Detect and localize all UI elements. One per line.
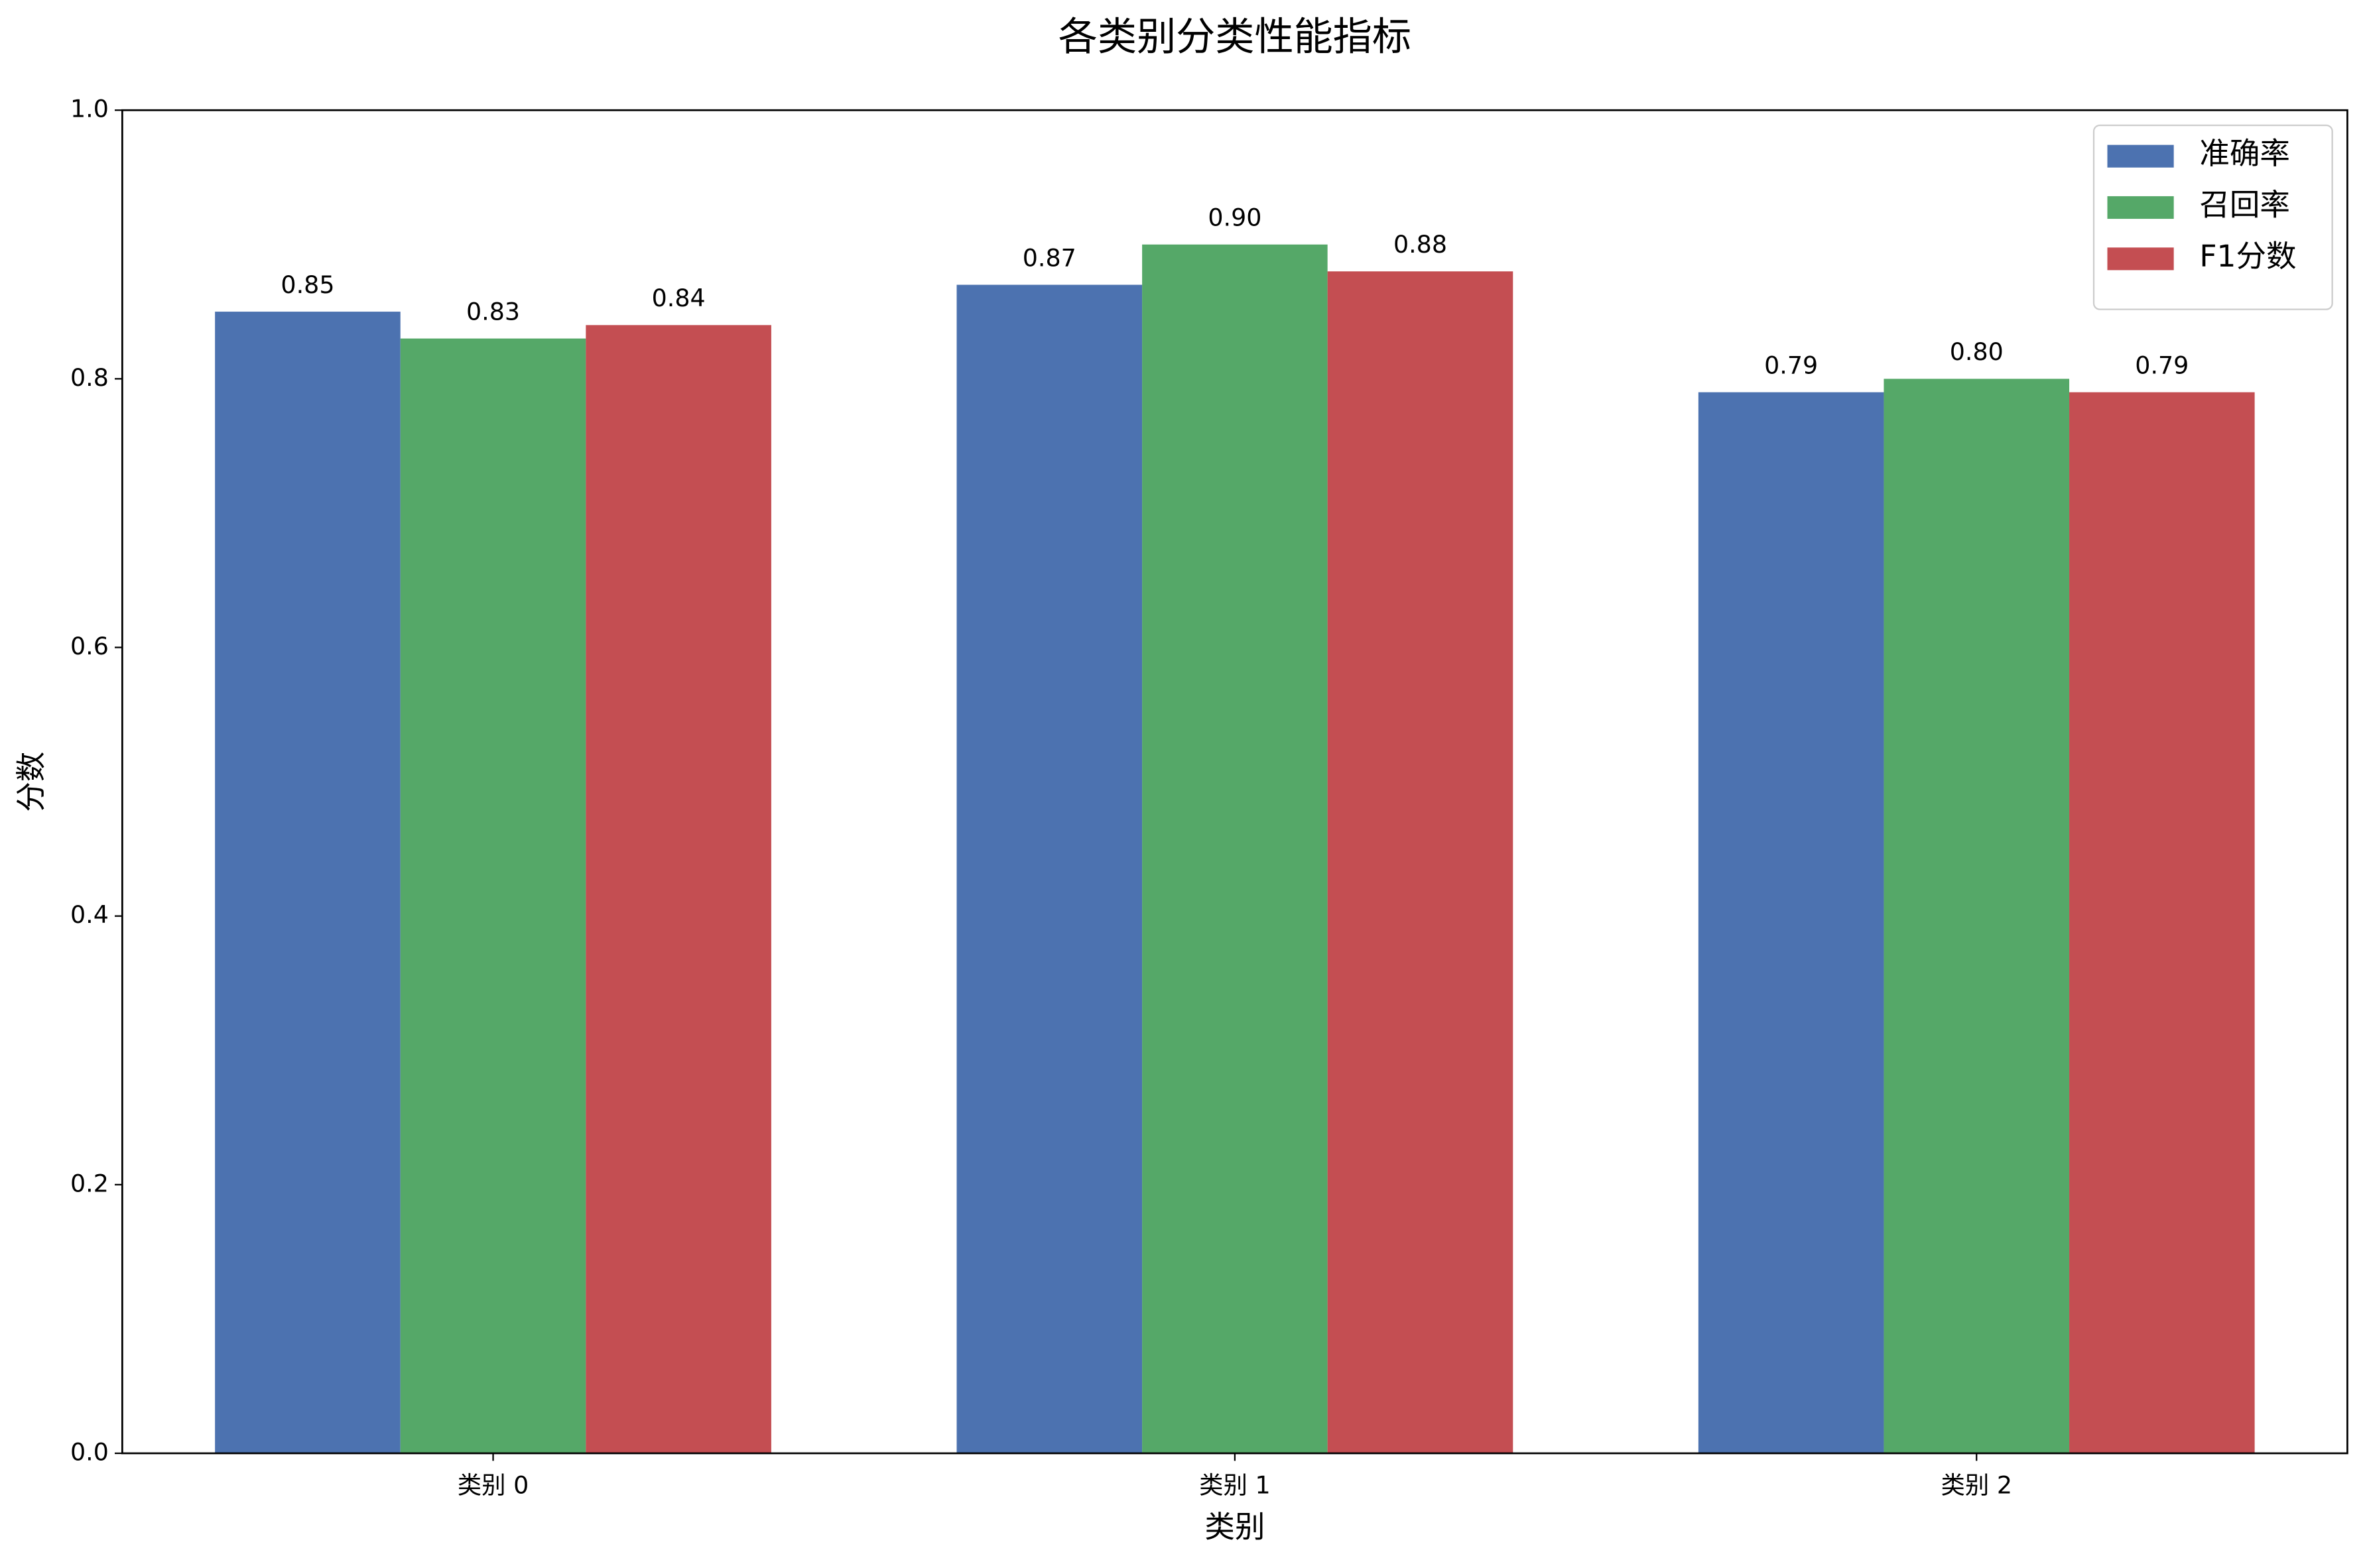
chart-title: 各类别分类性能指标 bbox=[1058, 13, 1411, 59]
bar bbox=[215, 312, 401, 1453]
y-tick-label: 0.2 bbox=[70, 1169, 109, 1197]
legend-label: 召回率 bbox=[2199, 187, 2290, 222]
value-label: 0.90 bbox=[1208, 204, 1261, 232]
bar bbox=[1327, 271, 1513, 1453]
bar bbox=[2069, 392, 2255, 1453]
y-axis-label: 分数 bbox=[14, 752, 49, 812]
y-tick-label: 1.0 bbox=[70, 95, 109, 123]
legend-swatch bbox=[2107, 196, 2174, 219]
bar bbox=[956, 284, 1143, 1453]
bar bbox=[1698, 392, 1884, 1453]
y-tick-label: 0.4 bbox=[70, 900, 109, 929]
bar bbox=[1884, 379, 2070, 1453]
bar bbox=[1142, 244, 1328, 1453]
y-tick-label: 0.6 bbox=[70, 632, 109, 660]
legend-label: 准确率 bbox=[2199, 136, 2290, 171]
legend-swatch bbox=[2107, 247, 2174, 271]
value-label: 0.85 bbox=[281, 271, 334, 299]
value-label: 0.84 bbox=[652, 284, 706, 312]
y-tick-label: 0.8 bbox=[70, 363, 109, 392]
legend-swatch bbox=[2107, 145, 2174, 168]
x-tick-label: 类别 2 bbox=[1941, 1471, 2012, 1500]
x-tick-label: 类别 1 bbox=[1199, 1471, 1271, 1500]
x-tick-label: 类别 0 bbox=[458, 1471, 529, 1500]
y-tick-label: 0.0 bbox=[70, 1437, 109, 1466]
value-label: 0.83 bbox=[466, 297, 520, 326]
value-label: 0.87 bbox=[1023, 243, 1076, 272]
value-label: 0.79 bbox=[2135, 351, 2189, 379]
bar bbox=[586, 325, 771, 1453]
legend-label: F1分数 bbox=[2199, 239, 2296, 274]
bar bbox=[400, 338, 586, 1453]
value-label: 0.79 bbox=[1764, 351, 1818, 379]
x-axis-label: 类别 bbox=[1204, 1509, 1265, 1544]
value-label: 0.80 bbox=[1950, 337, 2004, 366]
plot-frame bbox=[121, 109, 2348, 1455]
value-label: 0.88 bbox=[1393, 230, 1447, 259]
